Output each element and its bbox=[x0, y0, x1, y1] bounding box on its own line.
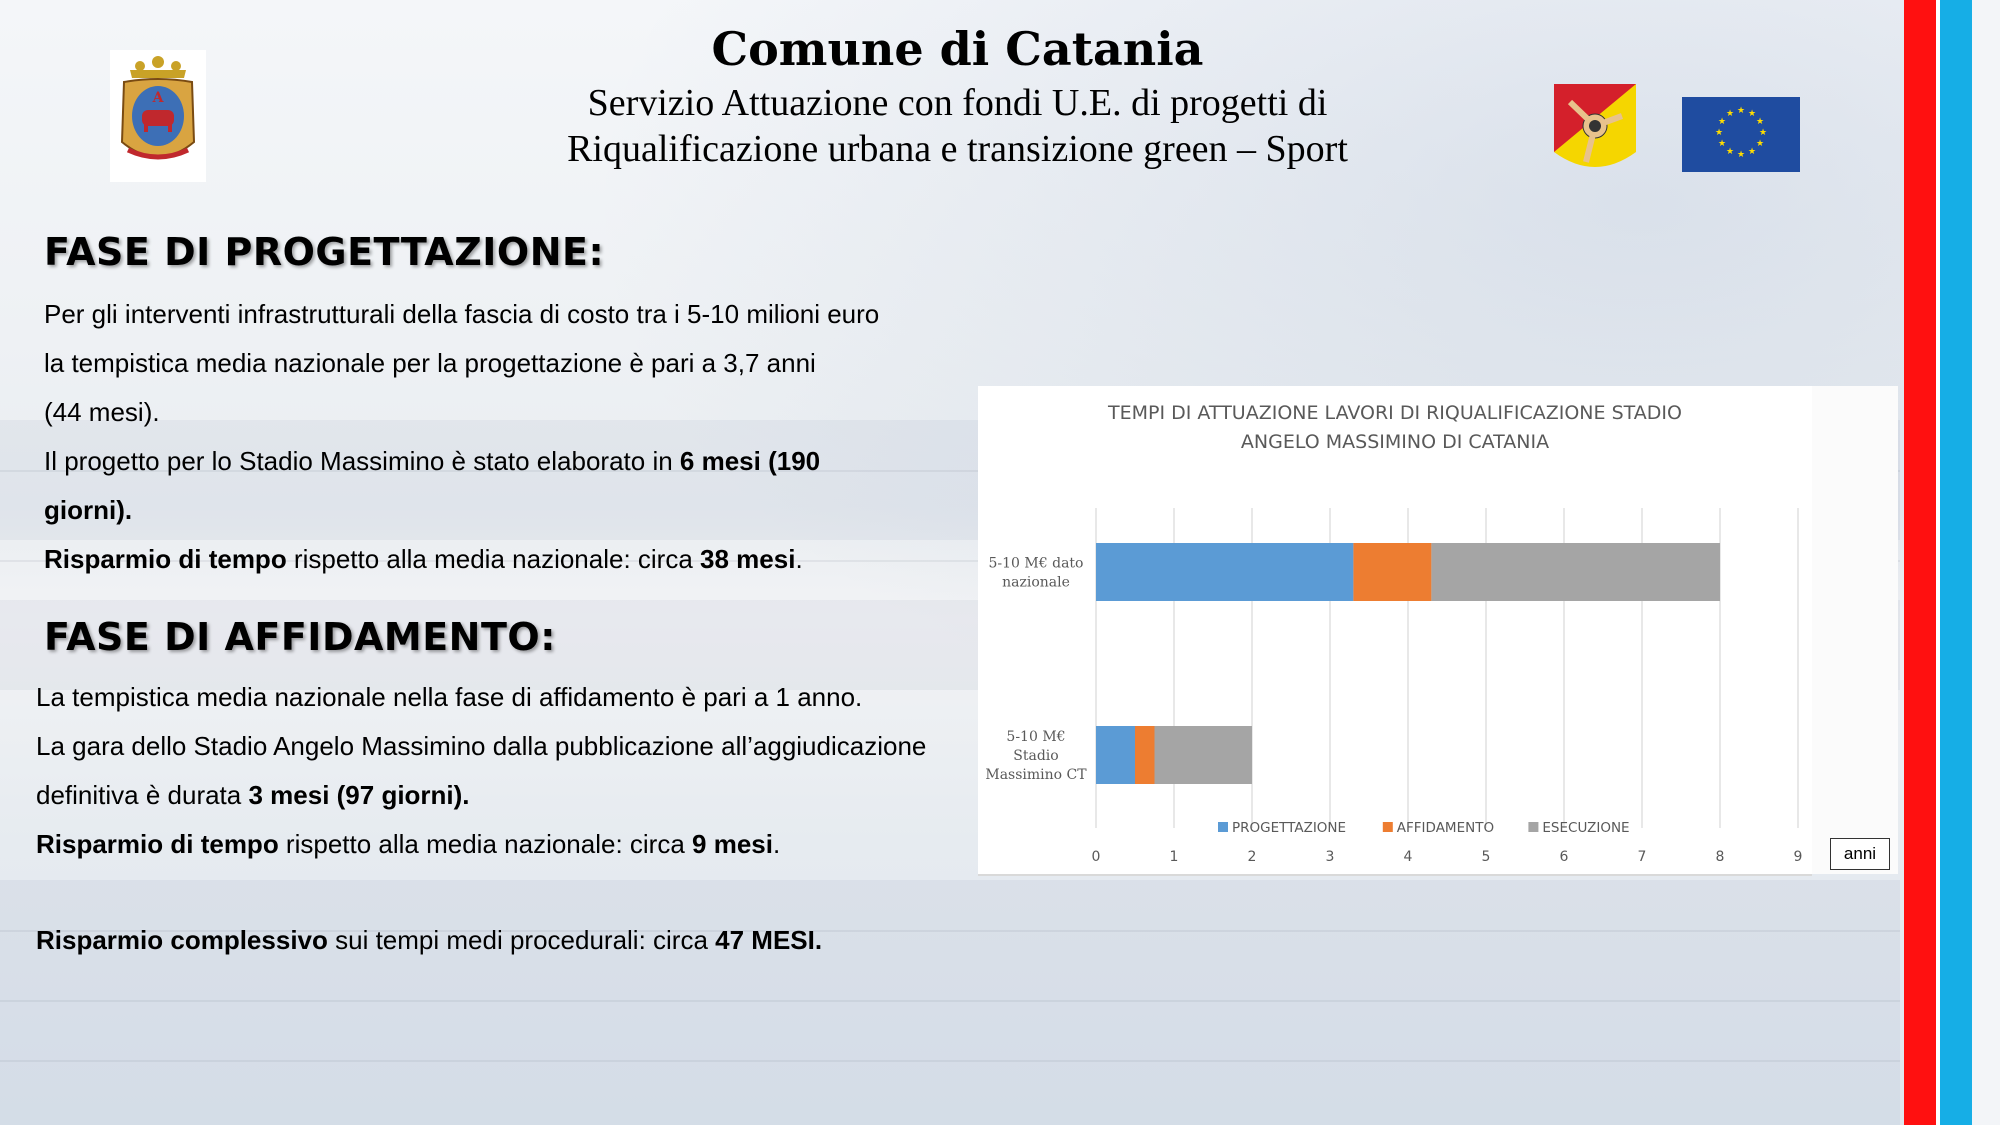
affidamento-line-1: La tempistica media nazionale nella fase… bbox=[36, 682, 863, 712]
svg-text:★: ★ bbox=[1737, 106, 1745, 116]
affidamento-line-4: Risparmio di tempo rispetto alla media n… bbox=[36, 820, 926, 869]
progettazione-duration: 6 mesi (190 bbox=[679, 446, 821, 476]
svg-text:★: ★ bbox=[1756, 139, 1764, 149]
complessivo-value: 47 MESI. bbox=[715, 925, 823, 955]
chart-panel: TEMPI DI ATTUAZIONE LAVORI DI RIQUALIFIC… bbox=[978, 386, 1812, 876]
svg-text:★: ★ bbox=[1718, 139, 1726, 149]
complessivo-text: sui tempi medi procedurali: circa bbox=[327, 925, 716, 955]
side-margin bbox=[1972, 0, 2000, 1125]
x-axis-unit-label: anni bbox=[1830, 838, 1890, 870]
subtitle-line-2: Riqualificazione urbana e transizione gr… bbox=[567, 128, 1348, 170]
bar-affidamento bbox=[1135, 726, 1155, 784]
risparmio-complessivo: Risparmio complessivo sui tempi medi pro… bbox=[36, 916, 822, 965]
progettazione-line-5: giorni). bbox=[44, 486, 879, 535]
progettazione-duration-cont: giorni). bbox=[44, 495, 133, 525]
svg-text:★: ★ bbox=[1748, 109, 1756, 119]
svg-text:★: ★ bbox=[1759, 128, 1767, 138]
stacked-bar-chart: TEMPI DI ATTUAZIONE LAVORI DI RIQUALIFIC… bbox=[985, 402, 1803, 865]
white-side-divider bbox=[1936, 0, 1940, 1125]
affidamento-duration: 3 mesi (97 giorni). bbox=[248, 780, 470, 810]
x-tick-label: 3 bbox=[1326, 849, 1335, 865]
progettazione-line-3: (44 mesi). bbox=[44, 397, 160, 427]
risparmio-text: rispetto alla media nazionale: circa bbox=[278, 829, 693, 859]
chart-title-line-2: ANGELO MASSIMINO DI CATANIA bbox=[1241, 431, 1549, 453]
progettazione-line-4: Il progetto per lo Stadio Massimino è st… bbox=[44, 437, 879, 486]
risparmio-text: rispetto alla media nazionale: circa bbox=[286, 544, 701, 574]
affidamento-heading: FASE DI AFFIDAMENTO: bbox=[44, 615, 556, 659]
risparmio-label: Risparmio di tempo bbox=[36, 829, 279, 859]
x-tick-label: 1 bbox=[1170, 849, 1179, 865]
progettazione-line-4-text: Il progetto per lo Stadio Massimino è st… bbox=[44, 446, 680, 476]
legend-label: AFFIDAMENTO bbox=[1397, 820, 1494, 836]
period: . bbox=[795, 544, 803, 574]
x-tick-label: 7 bbox=[1638, 849, 1647, 865]
progettazione-line-2: la tempistica media nazionale per la pro… bbox=[44, 348, 816, 378]
affidamento-text: La tempistica media nazionale nella fase… bbox=[36, 673, 926, 869]
x-tick-label: 5 bbox=[1482, 849, 1491, 865]
legend-label: ESECUZIONE bbox=[1542, 820, 1629, 836]
page-title: Comune di Catania bbox=[711, 22, 1204, 76]
bar-esecuzione bbox=[1154, 726, 1252, 784]
svg-text:A: A bbox=[152, 90, 165, 106]
risparmio-label: Risparmio di tempo bbox=[44, 544, 287, 574]
svg-text:★: ★ bbox=[1737, 150, 1745, 160]
svg-text:★: ★ bbox=[1756, 117, 1764, 127]
x-tick-label: 6 bbox=[1560, 849, 1569, 865]
legend-swatch bbox=[1528, 822, 1539, 832]
category-label: 5-10 M€ dato bbox=[989, 556, 1084, 572]
legend-swatch bbox=[1218, 822, 1228, 832]
svg-text:★: ★ bbox=[1718, 117, 1726, 127]
blue-side-bar bbox=[1940, 0, 1972, 1125]
eu-flag-logo: ★ ★ ★ ★ ★ ★ ★ ★ ★ ★ ★ ★ bbox=[1682, 97, 1800, 172]
chart-title-line-1: TEMPI DI ATTUAZIONE LAVORI DI RIQUALIFIC… bbox=[1107, 402, 1682, 424]
category-label: 5-10 M€ bbox=[1006, 729, 1065, 745]
progettazione-heading: FASE DI PROGETTAZIONE: bbox=[44, 230, 605, 274]
bar-progettazione bbox=[1096, 543, 1354, 601]
progettazione-line-6: Risparmio di tempo rispetto alla media n… bbox=[44, 535, 879, 584]
svg-text:★: ★ bbox=[1726, 147, 1734, 157]
subtitle-line-1: Servizio Attuazione con fondi U.E. di pr… bbox=[587, 82, 1328, 124]
sicily-trinacria-logo bbox=[1552, 82, 1638, 182]
page-subtitle: Servizio Attuazione con fondi U.E. di pr… bbox=[520, 80, 1395, 172]
x-tick-label: 4 bbox=[1404, 849, 1413, 865]
period: . bbox=[772, 829, 781, 859]
progettazione-text: Per gli interventi infrastrutturali dell… bbox=[44, 290, 879, 584]
bar-progettazione bbox=[1096, 726, 1135, 784]
legend-label: PROGETTAZIONE bbox=[1232, 820, 1346, 836]
red-side-bar bbox=[1904, 0, 1936, 1125]
affidamento-line-2: La gara dello Stadio Angelo Massimino da… bbox=[36, 731, 927, 761]
chart-side-panel bbox=[1812, 386, 1898, 874]
category-label: nazionale bbox=[1002, 575, 1070, 591]
bar-affidamento bbox=[1353, 543, 1432, 601]
x-tick-label: 9 bbox=[1794, 849, 1803, 865]
svg-text:★: ★ bbox=[1726, 109, 1734, 119]
x-tick-label: 8 bbox=[1716, 849, 1725, 865]
affidamento-line-3: definitiva è durata 3 mesi (97 giorni). bbox=[36, 771, 926, 820]
svg-text:★: ★ bbox=[1748, 147, 1756, 157]
complessivo-label: Risparmio complessivo bbox=[36, 925, 328, 955]
legend-swatch bbox=[1382, 822, 1393, 832]
risparmio-value: 9 mesi bbox=[692, 829, 773, 859]
bar-esecuzione bbox=[1431, 543, 1720, 601]
affidamento-line-3-text: definitiva è durata bbox=[36, 780, 249, 810]
category-label: Massimino CT bbox=[985, 767, 1087, 783]
progettazione-line-1: Per gli interventi infrastrutturali dell… bbox=[44, 299, 880, 329]
catania-coat-of-arms-logo: A bbox=[110, 50, 206, 182]
x-tick-label: 0 bbox=[1092, 849, 1101, 865]
x-tick-label: 2 bbox=[1248, 849, 1257, 865]
svg-text:★: ★ bbox=[1715, 128, 1723, 138]
risparmio-value: 38 mesi bbox=[700, 544, 796, 574]
category-label: Stadio bbox=[1013, 748, 1058, 764]
